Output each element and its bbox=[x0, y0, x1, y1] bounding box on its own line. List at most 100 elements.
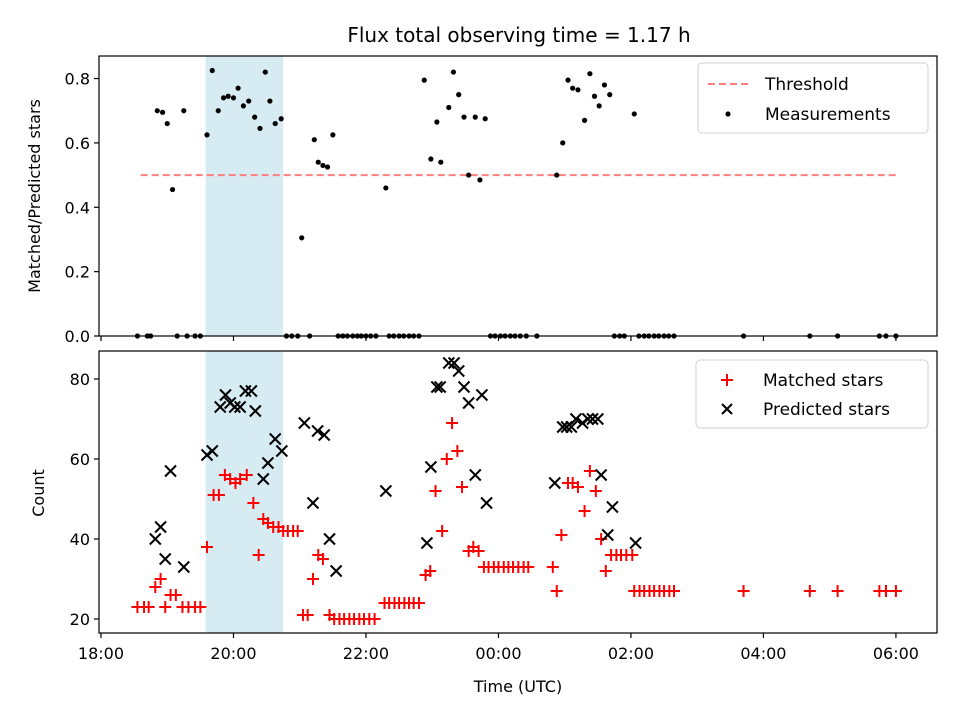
measurement-point bbox=[428, 156, 434, 162]
matched-star-point bbox=[194, 601, 207, 613]
predicted-star-point bbox=[591, 412, 605, 426]
measurement-point bbox=[596, 103, 602, 109]
matched-star-point bbox=[737, 585, 750, 597]
matched-star-point bbox=[247, 497, 260, 509]
matched-star-point bbox=[429, 485, 442, 497]
matched-star-point bbox=[240, 469, 253, 481]
matched-star-point bbox=[599, 565, 612, 577]
measurement-point bbox=[421, 77, 427, 83]
x-tick-label: 02:00 bbox=[608, 644, 654, 663]
predicted-star-point bbox=[228, 400, 242, 414]
top-axes-frame bbox=[98, 55, 938, 337]
measurement-point bbox=[575, 87, 581, 93]
matched-star-point bbox=[252, 549, 265, 561]
top-y-tick-label: 0.0 bbox=[65, 327, 90, 346]
predicted-star-point bbox=[606, 500, 619, 514]
measurement-point bbox=[554, 172, 560, 178]
predicted-star-point bbox=[569, 412, 583, 426]
matched-star-point bbox=[200, 541, 213, 553]
bottom-legend: Matched stars Predicted stars bbox=[695, 359, 929, 429]
predicted-star-point bbox=[442, 356, 455, 370]
measurements-series bbox=[134, 67, 899, 339]
matched-star-point bbox=[550, 585, 563, 597]
top-legend-box bbox=[697, 62, 929, 134]
bottom-y-tick-label: 40 bbox=[70, 530, 90, 549]
measurement-point bbox=[230, 95, 237, 101]
matched-star-point bbox=[212, 489, 225, 501]
predicted-star-point bbox=[159, 552, 172, 566]
legend-measurements-label: Measurements bbox=[765, 105, 891, 125]
bottom-legend-box bbox=[695, 359, 929, 429]
matched-star-point bbox=[668, 585, 681, 597]
measurement-point bbox=[560, 140, 566, 146]
matched-star-point bbox=[301, 609, 314, 621]
measurement-point bbox=[472, 114, 478, 120]
measurement-point bbox=[272, 120, 278, 127]
measurement-point bbox=[320, 162, 326, 169]
legend-threshold-label: Threshold bbox=[764, 75, 849, 95]
predicted-star-point bbox=[447, 356, 461, 370]
predicted-star-point bbox=[298, 416, 311, 430]
top-y-axis-label: Matched/Predicted stars bbox=[25, 99, 44, 293]
predicted-star-point bbox=[475, 388, 489, 402]
predicted-star-point bbox=[548, 476, 561, 490]
predicted-star-point bbox=[329, 564, 343, 578]
measurement-point bbox=[204, 132, 210, 138]
bottom-y-tick-label: 20 bbox=[70, 610, 90, 629]
predicted-star-point bbox=[462, 396, 475, 410]
measurement-point bbox=[235, 85, 241, 91]
matched-star-point bbox=[571, 481, 584, 493]
measurement-point bbox=[591, 93, 598, 99]
measurement-point bbox=[607, 92, 613, 98]
x-tick-label: 18:00 bbox=[78, 644, 124, 663]
matched-star-point bbox=[522, 561, 535, 573]
measurement-point bbox=[631, 111, 637, 117]
measurement-point bbox=[565, 77, 571, 83]
bottom-y-tick-label: 80 bbox=[70, 370, 90, 389]
predicted-star-point bbox=[275, 444, 289, 458]
predicted-star-point bbox=[149, 532, 162, 546]
predicted-star-point bbox=[269, 432, 282, 446]
measurement-point bbox=[169, 186, 176, 193]
matched-star-point bbox=[154, 573, 167, 585]
predicted-star-point bbox=[629, 536, 642, 550]
measurement-point bbox=[466, 172, 472, 178]
predicted-star-point bbox=[452, 364, 465, 378]
predicted-star-point bbox=[261, 456, 275, 470]
measurement-point bbox=[252, 114, 258, 120]
predicted-star-point bbox=[318, 428, 331, 442]
measurement-point bbox=[434, 119, 440, 125]
top-highlight-span bbox=[205, 56, 284, 336]
measurement-point bbox=[299, 235, 305, 241]
top-y-tick-label: 0.8 bbox=[65, 70, 90, 89]
measurement-point bbox=[164, 120, 170, 127]
predicted-star-point bbox=[219, 388, 232, 402]
matched-stars-series bbox=[131, 417, 902, 625]
bottom-y-axis-label: Count bbox=[29, 469, 48, 517]
measurement-point bbox=[587, 71, 593, 77]
matched-star-point bbox=[368, 613, 381, 625]
bottom-y-tick-label: 60 bbox=[70, 450, 90, 469]
matched-star-point bbox=[546, 561, 559, 573]
predicted-star-point bbox=[177, 560, 191, 574]
measurement-point bbox=[570, 85, 576, 91]
matched-star-point bbox=[424, 565, 437, 577]
matched-star-point bbox=[149, 581, 162, 593]
predicted-star-point bbox=[245, 384, 258, 398]
matched-star-point bbox=[291, 525, 304, 537]
matched-star-point bbox=[436, 525, 449, 537]
matched-star-point bbox=[456, 481, 469, 493]
measurement-point bbox=[215, 108, 221, 114]
matched-star-point bbox=[583, 465, 596, 477]
predicted-star-point bbox=[420, 536, 434, 550]
x-tick-label: 00:00 bbox=[475, 644, 521, 663]
measurement-point bbox=[482, 116, 488, 122]
measurement-point bbox=[456, 92, 462, 98]
legend-predicted-label: Predicted stars bbox=[763, 400, 890, 420]
predicted-star-point bbox=[565, 420, 578, 434]
measurement-point bbox=[225, 93, 231, 99]
predicted-star-point bbox=[249, 404, 262, 418]
bottom-axes-frame bbox=[98, 350, 938, 634]
measurement-point bbox=[450, 69, 457, 75]
